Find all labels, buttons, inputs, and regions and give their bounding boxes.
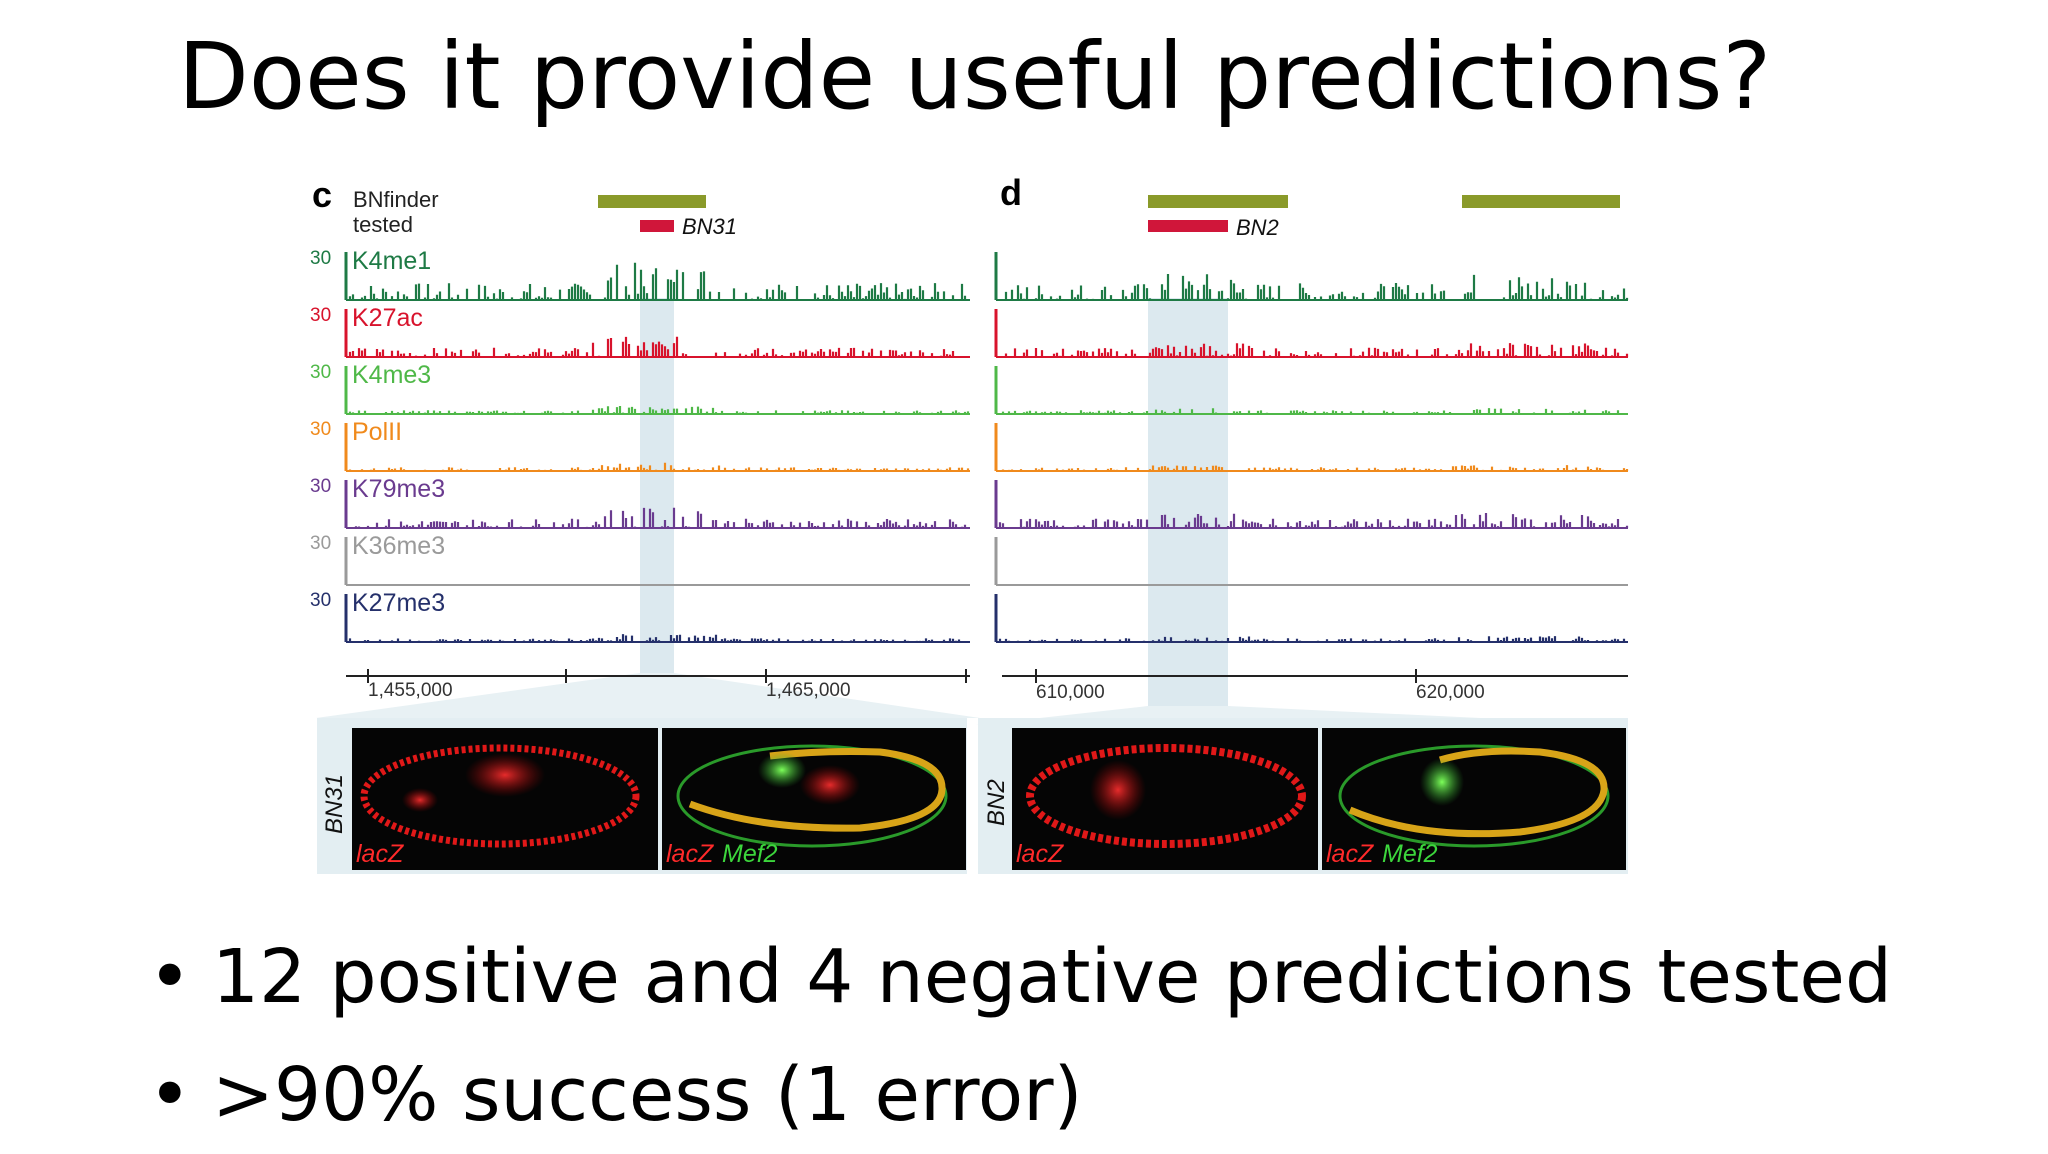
- track-k4me1-panel-c: [344, 252, 970, 301]
- embryo-image-c-2: lacZ Mef2: [662, 728, 966, 870]
- track-k4me3-panel-c: [344, 366, 970, 415]
- track-k4me3-panel-d: [994, 366, 1628, 415]
- image-label-c-2-mef2: Mef2: [722, 840, 778, 868]
- tested-bar-c: [640, 220, 674, 232]
- slide-title: Does it provide useful predictions?: [178, 23, 1772, 130]
- micrograph-strip-c: BN31 lacZ lacZ Mef2: [317, 718, 967, 874]
- axis-tick-c-2: 1,465,000: [766, 680, 851, 701]
- track-k27me3-panel-c: [344, 594, 970, 643]
- strip-label-bn31: BN31: [321, 774, 348, 834]
- bullet-item: • >90% success (1 error): [148, 1052, 1083, 1138]
- track-max-label: 30: [310, 305, 331, 326]
- track-name-k27ac: K27ac: [352, 304, 423, 332]
- image-label-d-2-mef2: Mef2: [1382, 840, 1438, 868]
- panel-letter-d: d: [1000, 172, 1022, 213]
- bullet-item: • 12 positive and 4 negative predictions …: [148, 934, 1892, 1020]
- embryo-image-d-2: lacZ Mef2: [1322, 728, 1626, 870]
- track-max-label: 30: [310, 419, 331, 440]
- signal-tracks: 30 K4me1 30 K27ac 30 K4me3 30 PolII 30 K79me3 30 K3…: [310, 247, 1629, 643]
- track-k36me3-panel-c: [344, 537, 970, 586]
- image-label-c-1-lacz: lacZ: [356, 840, 404, 868]
- track-name-polii: PolII: [352, 418, 402, 446]
- axis-tick-d-1: 610,000: [1036, 682, 1105, 703]
- bullet-list: • 12 positive and 4 negative predictions …: [148, 918, 1892, 1154]
- region-label-bn31: BN31: [682, 214, 737, 239]
- track-k27ac-panel-d: [994, 309, 1629, 358]
- track-max-label: 30: [310, 362, 331, 383]
- panel-letter-c: c: [312, 174, 332, 215]
- embryo-image-d-1: lacZ: [1012, 728, 1318, 870]
- region-label-bn2: BN2: [1236, 215, 1279, 240]
- strip-label-bn2: BN2: [983, 779, 1010, 826]
- track-name-k27me3: K27me3: [352, 589, 445, 617]
- track-k4me1-panel-d: [994, 252, 1629, 301]
- axis-tick-c-1: 1,455,000: [368, 680, 453, 701]
- track-name-k79me3: K79me3: [352, 475, 445, 503]
- bnfinder-bar-c: [598, 195, 706, 208]
- axis-tick-d-2: 620,000: [1416, 682, 1485, 703]
- track-k27me3-panel-d: [994, 594, 1628, 643]
- axis-c: 1,455,000 1,465,000: [346, 669, 970, 701]
- embryo-image-c-1: lacZ: [352, 728, 658, 870]
- track-k79me3-panel-c: [344, 480, 970, 529]
- track-k27ac-panel-c: [344, 309, 970, 358]
- legend-bnfinder-label: BNfinder: [353, 187, 439, 212]
- bnfinder-bar-d-1: [1148, 195, 1288, 208]
- micrograph-strip-d: BN2 lacZ lacZ Mef2: [978, 718, 1628, 874]
- image-label-d-1-lacz: lacZ: [1016, 840, 1064, 868]
- track-polii-panel-d: [994, 423, 1629, 472]
- highlight-band-c: [640, 298, 674, 673]
- track-k79me3-panel-d: [994, 480, 1629, 529]
- track-name-k36me3: K36me3: [352, 532, 445, 560]
- track-max-label: 30: [310, 248, 331, 269]
- legend-tested-label: tested: [353, 212, 413, 237]
- highlight-band-d: [1148, 298, 1228, 706]
- image-label-d-2-lacz: lacZ: [1326, 840, 1374, 868]
- track-max-label: 30: [310, 590, 331, 611]
- track-max-label: 30: [310, 533, 331, 554]
- tested-bar-d: [1148, 220, 1228, 232]
- track-name-k4me3: K4me3: [352, 361, 431, 389]
- track-max-label: 30: [310, 476, 331, 497]
- track-k36me3-panel-d: [994, 537, 1628, 586]
- track-name-k4me1: K4me1: [352, 247, 431, 275]
- axis-d: 610,000 620,000: [1002, 669, 1628, 703]
- image-label-c-2-lacz: lacZ: [666, 840, 714, 868]
- track-polii-panel-c: [344, 423, 970, 472]
- highlight-connector-c: [316, 673, 980, 718]
- bnfinder-bar-d-2: [1462, 195, 1620, 208]
